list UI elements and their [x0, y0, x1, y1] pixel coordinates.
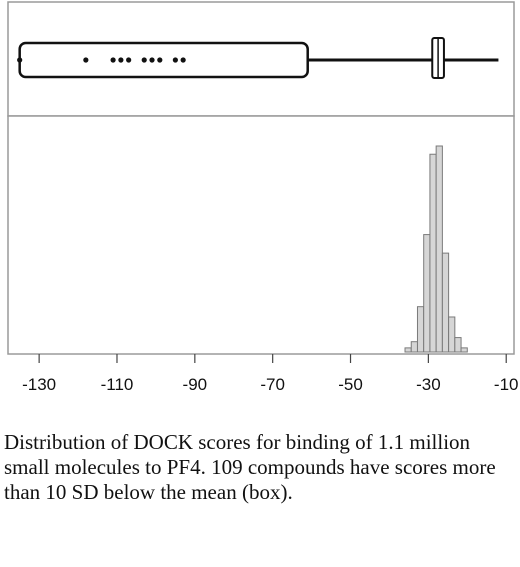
chart-figure: -130 -110 -90 -70 -50 -30 -10: [7, 1, 519, 394]
box-plot: [17, 37, 499, 79]
outlier-point-4: [126, 57, 132, 63]
outlier-box: [18, 41, 309, 79]
histogram-bar-2: [416, 306, 425, 353]
outlier-point-6: [149, 57, 155, 63]
histogram-bar-5: [435, 145, 443, 353]
outlier-point-3: [118, 57, 124, 63]
x-axis: -130 -110 -90 -70 -50 -30 -10: [22, 354, 519, 394]
outlier-point-1: [83, 57, 89, 63]
x-tick-label-3: -70: [260, 375, 285, 394]
figure-caption: Distribution of DOCK scores for binding …: [4, 430, 496, 504]
outlier-point-7: [157, 57, 163, 63]
histogram-bar-3: [423, 234, 431, 353]
x-tick-label-0: -130: [22, 375, 56, 394]
outlier-point-9: [180, 57, 186, 63]
x-tick-label-5: -30: [416, 375, 441, 394]
outlier-point-5: [141, 57, 147, 63]
histogram-bar-4: [429, 153, 437, 353]
x-tick-label-2: -90: [183, 375, 208, 394]
histogram-bar-1: [410, 341, 418, 353]
outlier-point-2: [110, 57, 116, 63]
x-tick-label-6: -10: [494, 375, 519, 394]
x-tick-label-1: -110: [101, 375, 134, 394]
x-tick-label-4: -50: [338, 375, 363, 394]
histogram-bar-9: [460, 347, 468, 353]
histogram-bar-6: [441, 252, 450, 353]
outlier-point-0: [17, 57, 23, 63]
histogram-bar-8: [454, 337, 462, 353]
histogram-bar-0: [404, 347, 412, 353]
histogram-bar-7: [448, 316, 456, 353]
outlier-point-8: [172, 57, 178, 63]
histogram: [404, 145, 468, 353]
